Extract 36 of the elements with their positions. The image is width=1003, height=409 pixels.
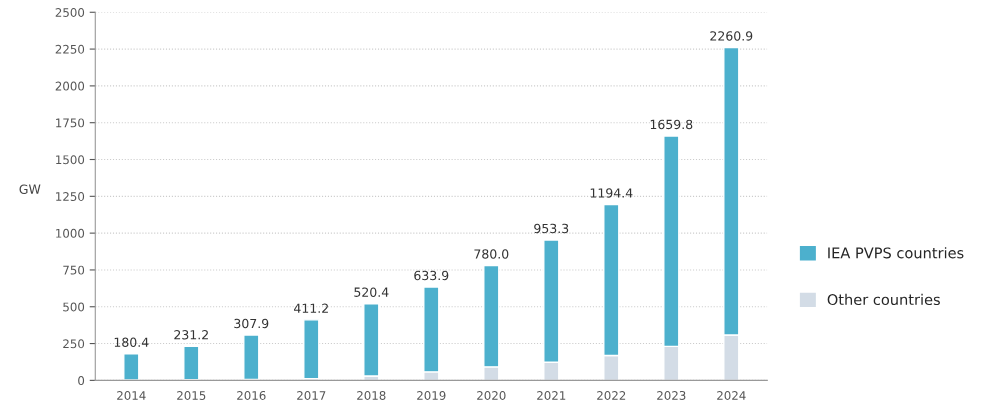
total-label: 1194.4 [590,188,633,198]
x-tick-label: 2018 [357,391,386,400]
legend-label: Other countries [827,293,940,306]
x-tick-label: 2022 [597,391,626,400]
x-tick-label: 2024 [717,391,746,400]
y-tick-label: 1500 [56,155,85,165]
y-tick-label: 500 [63,302,85,312]
y-tick-label: 250 [63,339,85,349]
y-tick-label: 2500 [55,7,85,17]
total-label: 411.2 [294,303,328,313]
total-label: 180.4 [114,337,149,347]
y-tick-label: 750 [63,265,85,275]
y-tick-label: 2000 [55,81,85,91]
total-label: 1659.8 [650,119,693,130]
y-tick-label: 2250 [55,44,85,54]
x-tick-label: 2016 [237,391,266,400]
x-tick-label: 2014 [117,391,146,400]
y-tick-label: 1000 [56,228,85,238]
total-label: 307.9 [234,318,269,329]
y-tick-label: 0 [78,376,85,386]
total-label: 231.2 [174,330,208,340]
x-tick-label: 2019 [417,391,446,400]
x-tick-label: 2017 [297,391,326,400]
legend-label: IEA PVPS countries [828,247,964,259]
y-tick-label: 1250 [56,192,85,201]
x-tick-label: 2021 [537,391,566,400]
total-label: 780.0 [474,249,509,259]
y-tick-label: 1750 [56,118,85,128]
x-tick-label: 2020 [477,391,506,400]
total-label: 953.3 [534,223,569,234]
x-tick-label: 2015 [177,391,206,400]
x-tick-label: 2023 [657,391,686,400]
total-label: 633.9 [414,270,449,281]
total-label: 2260.9 [710,31,753,41]
y-axis-title: GW [19,184,41,194]
total-label: 520.4 [354,287,389,297]
